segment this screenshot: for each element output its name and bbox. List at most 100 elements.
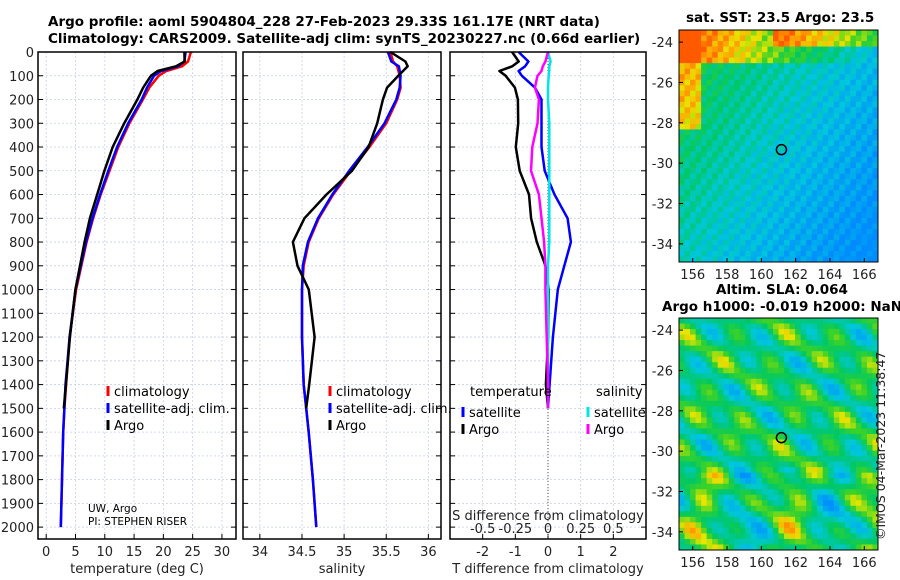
map-cell: [772, 516, 779, 523]
map-cell: [756, 190, 763, 197]
map-cell: [728, 217, 735, 224]
map-cell: [839, 151, 846, 158]
map-cell: [767, 378, 774, 385]
map-cell: [822, 201, 829, 208]
map-cell: [800, 68, 807, 75]
map-cell: [728, 46, 735, 53]
map-cell: [817, 445, 824, 452]
map-cell: [850, 217, 857, 224]
map-cell: [866, 234, 873, 241]
map-cell: [811, 46, 818, 53]
map-cell: [772, 533, 779, 540]
map-cell: [850, 417, 857, 424]
map-cell: [811, 500, 818, 507]
map-cell: [844, 212, 851, 219]
map-cell: [734, 461, 741, 468]
map-cell: [684, 90, 691, 97]
map-cell: [784, 123, 791, 130]
map-cell: [684, 57, 691, 64]
map-cell: [866, 74, 873, 81]
map-cell: [800, 179, 807, 186]
map-cell: [761, 129, 768, 136]
map-cell: [717, 362, 724, 369]
map-cell: [828, 151, 835, 158]
map-cell: [739, 461, 746, 468]
map-cell: [778, 85, 785, 92]
map-cell: [839, 46, 846, 53]
map-cell: [778, 96, 785, 103]
map-cell: [800, 378, 807, 385]
map-cell: [734, 378, 741, 385]
map-cell: [679, 356, 686, 363]
map-cell: [745, 450, 752, 457]
map-cell: [855, 35, 862, 42]
map-cell: [712, 234, 719, 241]
map-cell: [679, 190, 686, 197]
legend-label: Argo: [594, 423, 624, 438]
map-cell: [684, 467, 691, 474]
map-cell: [723, 428, 730, 435]
map-cell: [756, 395, 763, 402]
map-cell: [706, 90, 713, 97]
map-cell: [872, 184, 879, 191]
map-cell: [767, 395, 774, 402]
map-cell: [728, 411, 735, 418]
map-cell: [745, 318, 752, 325]
map-cell: [855, 522, 862, 529]
map-cell: [855, 129, 862, 136]
map-cell: [828, 334, 835, 341]
map-cell: [745, 461, 752, 468]
map-cell: [784, 456, 791, 463]
map-cell: [784, 395, 791, 402]
map-cell: [761, 168, 768, 175]
map-cell: [750, 362, 757, 369]
map-cell: [745, 511, 752, 518]
map-cell: [844, 79, 851, 86]
map-cell: [850, 107, 857, 114]
map-cell: [695, 527, 702, 534]
map-cell: [784, 250, 791, 257]
map-cell: [861, 162, 868, 169]
map-cell: [750, 234, 757, 241]
map-cell: [866, 206, 873, 213]
map-cell: [695, 511, 702, 518]
map-cell: [844, 90, 851, 97]
map-cell: [706, 234, 713, 241]
map-cell: [756, 406, 763, 413]
map-cell: [728, 234, 735, 241]
map-cell: [839, 250, 846, 257]
map-cell: [828, 527, 835, 534]
map-cell: [872, 533, 879, 540]
map-cell: [734, 68, 741, 75]
map-cell: [756, 323, 763, 330]
map-cell: [866, 511, 873, 518]
map-cell: [723, 544, 730, 551]
map-cell: [712, 505, 719, 512]
map-cell: [728, 461, 735, 468]
map-cell: [761, 516, 768, 523]
map-cell: [855, 461, 862, 468]
map-cell: [828, 90, 835, 97]
map-cell: [844, 41, 851, 48]
map-cell: [861, 206, 868, 213]
map-cell: [872, 356, 879, 363]
map-cell: [690, 516, 697, 523]
map-cell: [690, 494, 697, 501]
map-cell: [833, 30, 840, 37]
map-cell: [706, 395, 713, 402]
series-line-s-satellite: [546, 51, 552, 409]
map-cell: [795, 340, 802, 347]
map-cell: [844, 406, 851, 413]
map-cell: [844, 472, 851, 479]
map-cell: [839, 489, 846, 496]
map-cell: [728, 340, 735, 347]
map-cell: [772, 129, 779, 136]
map-cell: [866, 533, 873, 540]
map-cell: [811, 223, 818, 230]
map-cell: [778, 406, 785, 413]
map-cell: [756, 439, 763, 446]
map-cell: [811, 206, 818, 213]
map-cell: [695, 450, 702, 457]
map-cell: [712, 367, 719, 374]
map-cell: [756, 57, 763, 64]
